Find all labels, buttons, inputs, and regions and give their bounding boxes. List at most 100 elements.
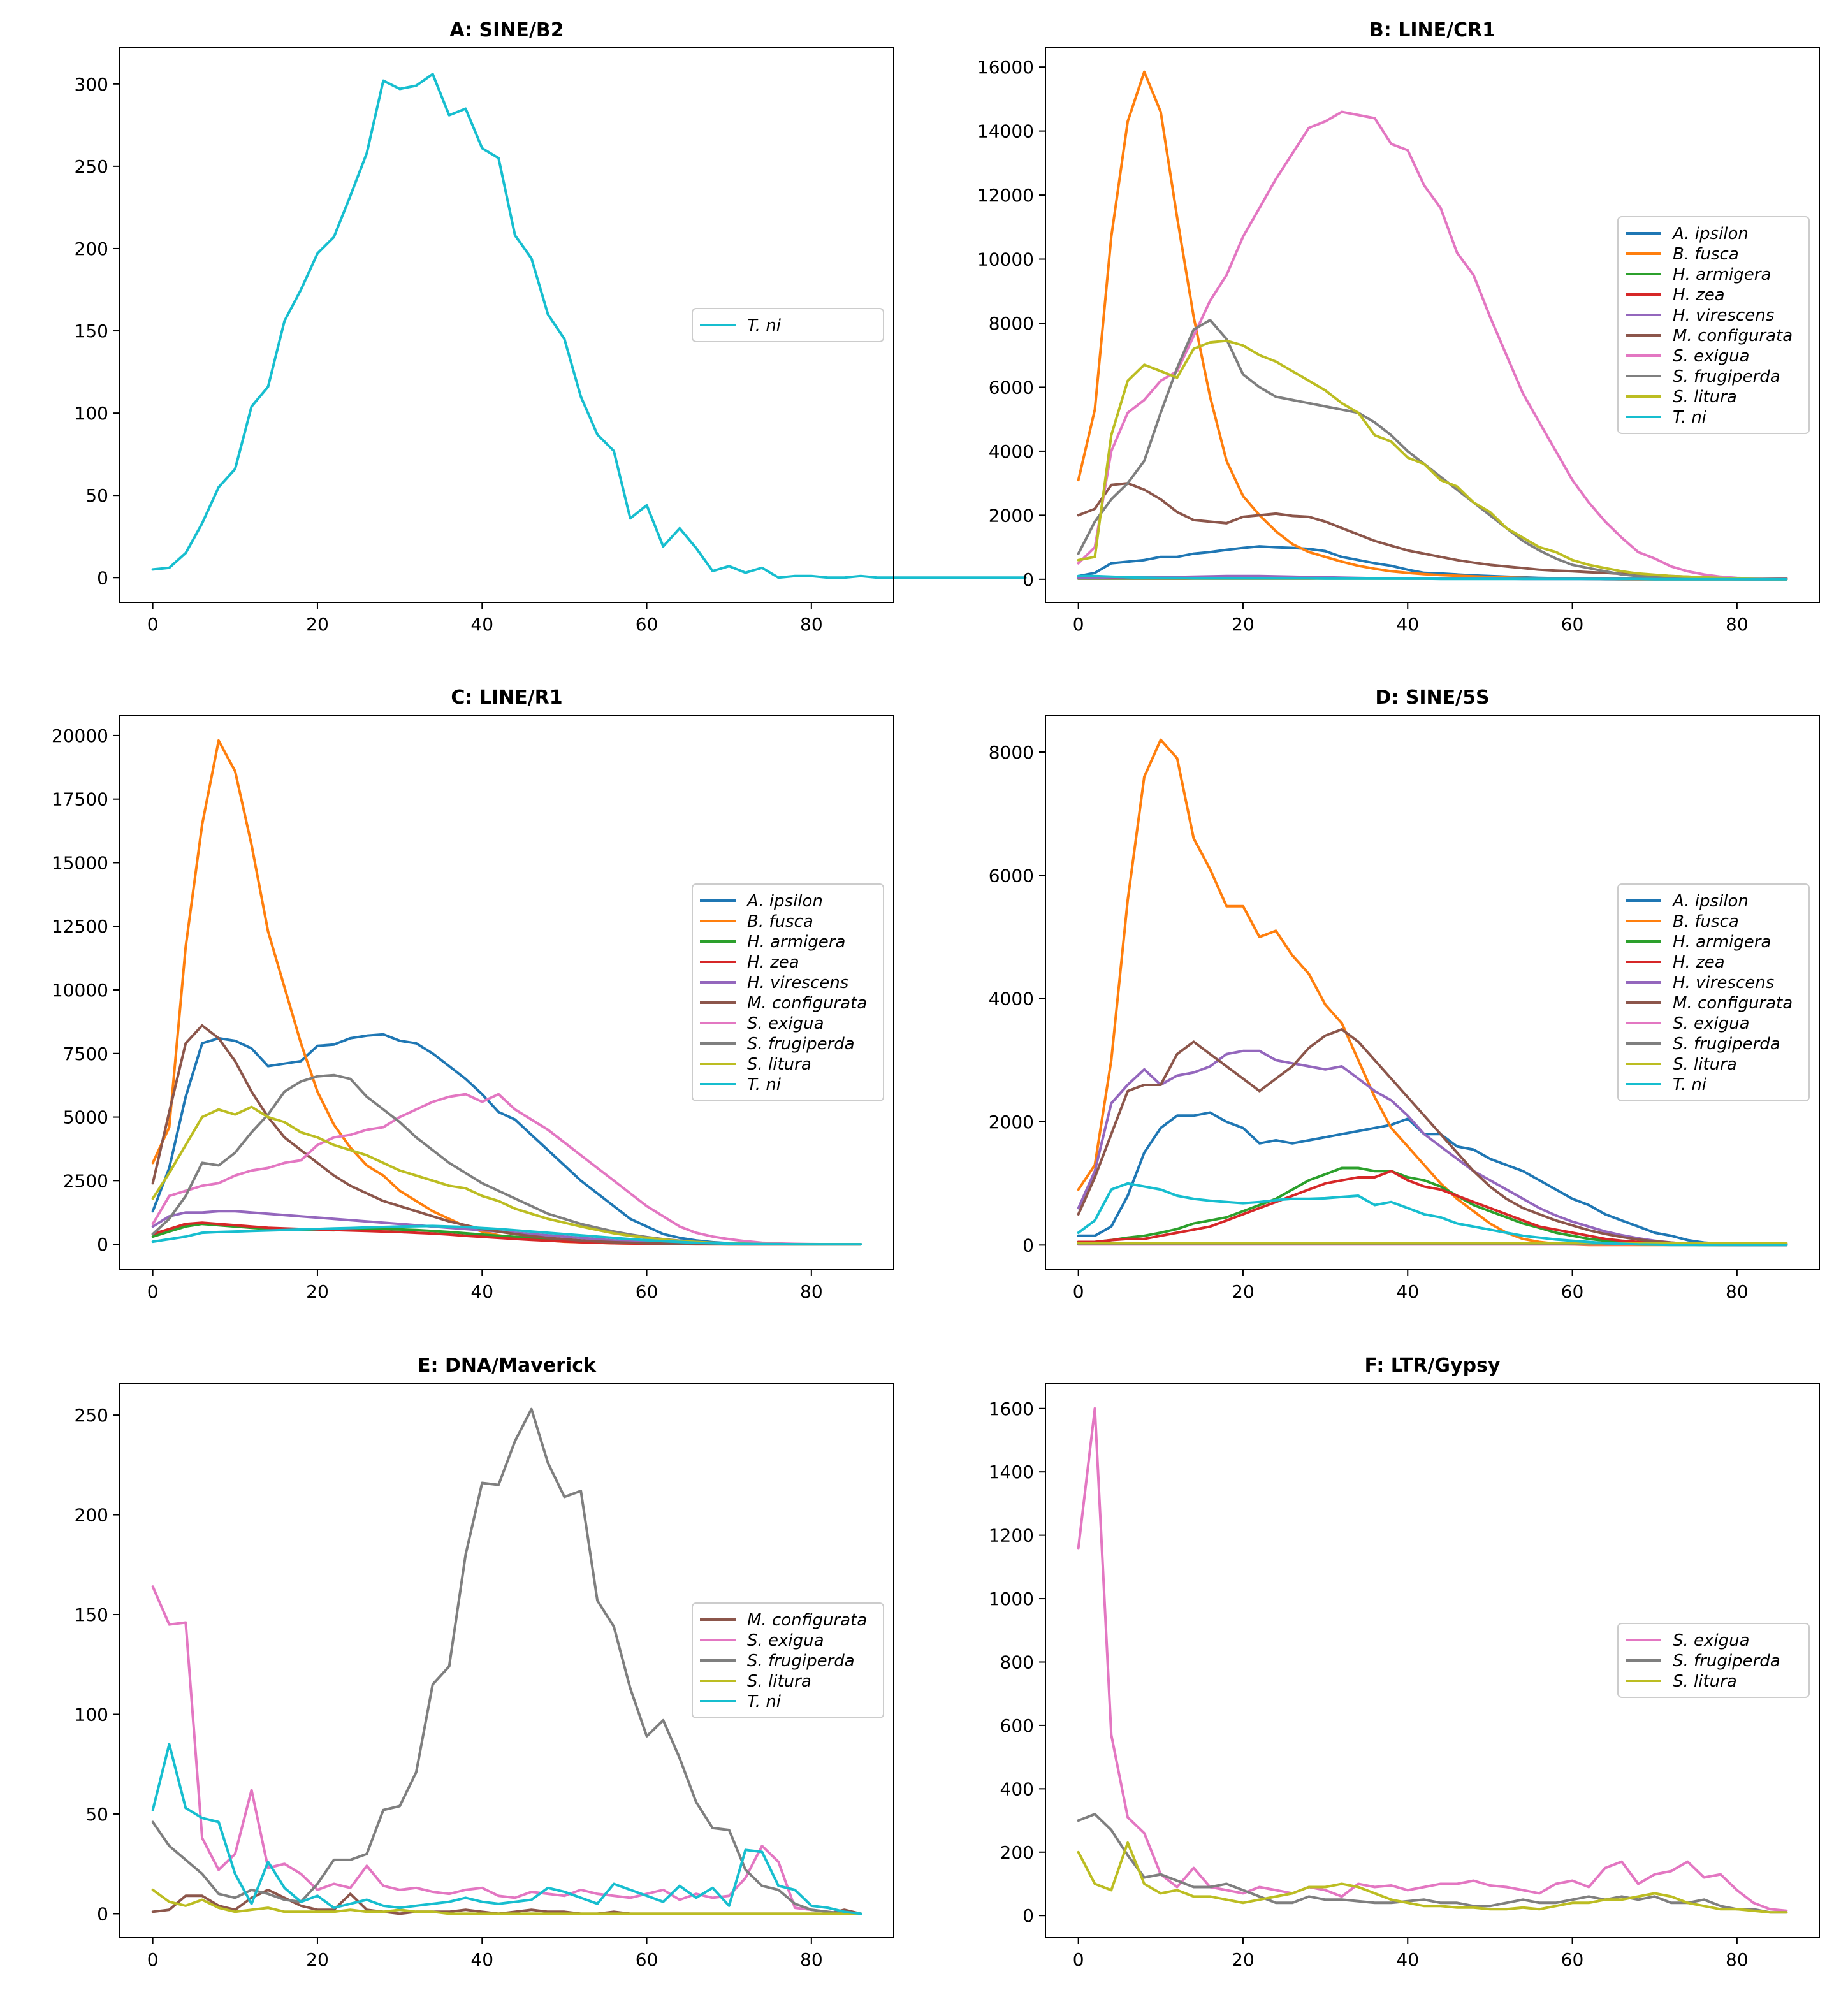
series-line-s-exigua: [1077, 1407, 1788, 1912]
legend-label: S. frugiperda: [1673, 1035, 1780, 1054]
x-tick-label: 80: [1726, 614, 1749, 635]
series-line-t-ni: [151, 1743, 862, 1915]
series-group: [151, 739, 862, 1246]
legend-label: B. fusca: [1673, 912, 1739, 931]
y-tick-label: 4000: [989, 441, 1034, 462]
panel-title: E: DNA/Maverick: [418, 1354, 597, 1377]
legend-label: S. exigua: [1673, 347, 1750, 366]
x-tick-label: 40: [1396, 1281, 1419, 1302]
y-tick-label: 10000: [52, 980, 108, 1001]
x-tick-label: 0: [147, 1949, 159, 1970]
legend-label: A. ipsilon: [746, 892, 823, 911]
x-tick-label: 0: [147, 1281, 159, 1302]
y-tick-label: 100: [75, 403, 108, 424]
y-tick-label: 0: [1022, 1905, 1034, 1926]
y-tick-label: 15000: [52, 852, 108, 873]
x-tick-label: 40: [470, 1949, 493, 1970]
legend-box: [692, 308, 884, 342]
x-tick-label: 80: [1726, 1281, 1749, 1302]
legend-label: T. ni: [1673, 1075, 1707, 1094]
panel-e-dna-maverick: E: DNA/Maverick 0 20 40 60 80 0 50 100 150 200 250 M…: [75, 1354, 894, 1970]
series-line-s-litura: [151, 1888, 862, 1915]
legend-label: T. ni: [747, 1075, 782, 1094]
y-tick-label: 16000: [977, 57, 1034, 78]
legend-label: H. virescens: [747, 973, 848, 992]
y-tick-label: 12000: [977, 185, 1034, 206]
y-tick-label: 400: [1000, 1778, 1034, 1799]
y-tick-label: 250: [75, 1405, 108, 1426]
series-group: [151, 73, 1027, 579]
legend-label: S. litura: [747, 1672, 811, 1691]
x-tick-label: 20: [306, 1281, 329, 1302]
legend: T. ni: [692, 308, 884, 342]
legend-label: H. zea: [747, 953, 799, 972]
legend-label: S. litura: [747, 1055, 811, 1074]
y-tick-label: 0: [1022, 1235, 1034, 1256]
axes-frame: [119, 1383, 894, 1938]
series-group: [1077, 738, 1788, 1247]
series-group: [1077, 70, 1788, 581]
y-tick-label: 4000: [989, 989, 1034, 1010]
y-tick-label: 1200: [989, 1525, 1034, 1546]
x-tick-label: 80: [800, 1281, 823, 1302]
y-tick-label: 300: [75, 74, 108, 95]
legend-label: H. virescens: [1673, 973, 1774, 992]
y-tick-label: 2000: [989, 505, 1034, 526]
y-tick-label: 7500: [63, 1043, 108, 1064]
series-line-t-ni: [151, 1224, 862, 1246]
legend-label: M. configurata: [747, 1611, 867, 1630]
series-line-a-ipsilon: [1077, 1111, 1788, 1247]
legend-label: A. ipsilon: [1671, 892, 1749, 911]
x-tick-label: 20: [1232, 1949, 1255, 1970]
legend-label: H. virescens: [1673, 306, 1774, 325]
y-tick-label: 2500: [63, 1170, 108, 1191]
x-tick-label: 0: [1073, 1281, 1084, 1302]
x-tick-label: 40: [1396, 1949, 1419, 1970]
legend-label: T. ni: [747, 316, 782, 335]
y-tick-label: 14000: [977, 121, 1034, 142]
legend-label: T. ni: [747, 1692, 782, 1711]
y-tick-label: 10000: [977, 249, 1034, 270]
panel-c-line-r1: C: LINE/R1 0 20 40 60 80 0 2500 5000 7500 10000 125…: [52, 686, 894, 1302]
x-tick-label: 60: [1561, 614, 1584, 635]
x-tick-label: 20: [306, 1949, 329, 1970]
y-tick-label: 800: [1000, 1652, 1034, 1673]
legend-label: T. ni: [1673, 408, 1707, 427]
panel-a-sine-b2: A: SINE/B2 0 20 40 60 80 0 50 100 150 200 250 300 T. …: [75, 19, 1027, 635]
series-line-t-ni: [1077, 574, 1788, 581]
legend-label: S. frugiperda: [747, 1035, 855, 1054]
y-tick-label: 1400: [989, 1462, 1034, 1483]
legend-box: [1617, 1623, 1810, 1698]
legend-label: H. zea: [1673, 953, 1725, 972]
y-tick-label: 50: [85, 485, 108, 506]
series-line-s-litura: [1077, 1841, 1788, 1914]
panel-title: F: LTR/Gypsy: [1364, 1354, 1500, 1377]
legend-box: [692, 1602, 884, 1718]
series-group: [151, 1407, 862, 1915]
legend-box: [692, 883, 884, 1101]
legend-label: H. armigera: [1673, 933, 1771, 952]
legend-label: S. litura: [1673, 388, 1737, 407]
x-tick-label: 60: [1561, 1949, 1584, 1970]
legend-label: M. configurata: [1673, 326, 1793, 345]
y-tick-label: 20000: [52, 725, 108, 746]
legend-label: S. frugiperda: [1673, 367, 1780, 386]
x-tick-label: 80: [800, 614, 823, 635]
y-tick-label: 2000: [989, 1112, 1034, 1133]
series-line-s-exigua: [1077, 110, 1788, 581]
panel-title: D: SINE/5S: [1375, 686, 1489, 709]
series-line-t-ni: [1077, 1182, 1788, 1247]
y-tick-label: 200: [75, 238, 108, 259]
y-tick-label: 6000: [989, 377, 1034, 398]
x-tick-label: 60: [1561, 1281, 1584, 1302]
x-tick-label: 40: [470, 1281, 493, 1302]
y-tick-label: 17500: [52, 789, 108, 810]
x-tick-label: 40: [1396, 614, 1419, 635]
axes-frame: [119, 47, 894, 603]
x-tick-label: 0: [147, 614, 159, 635]
y-tick-label: 100: [75, 1704, 108, 1725]
